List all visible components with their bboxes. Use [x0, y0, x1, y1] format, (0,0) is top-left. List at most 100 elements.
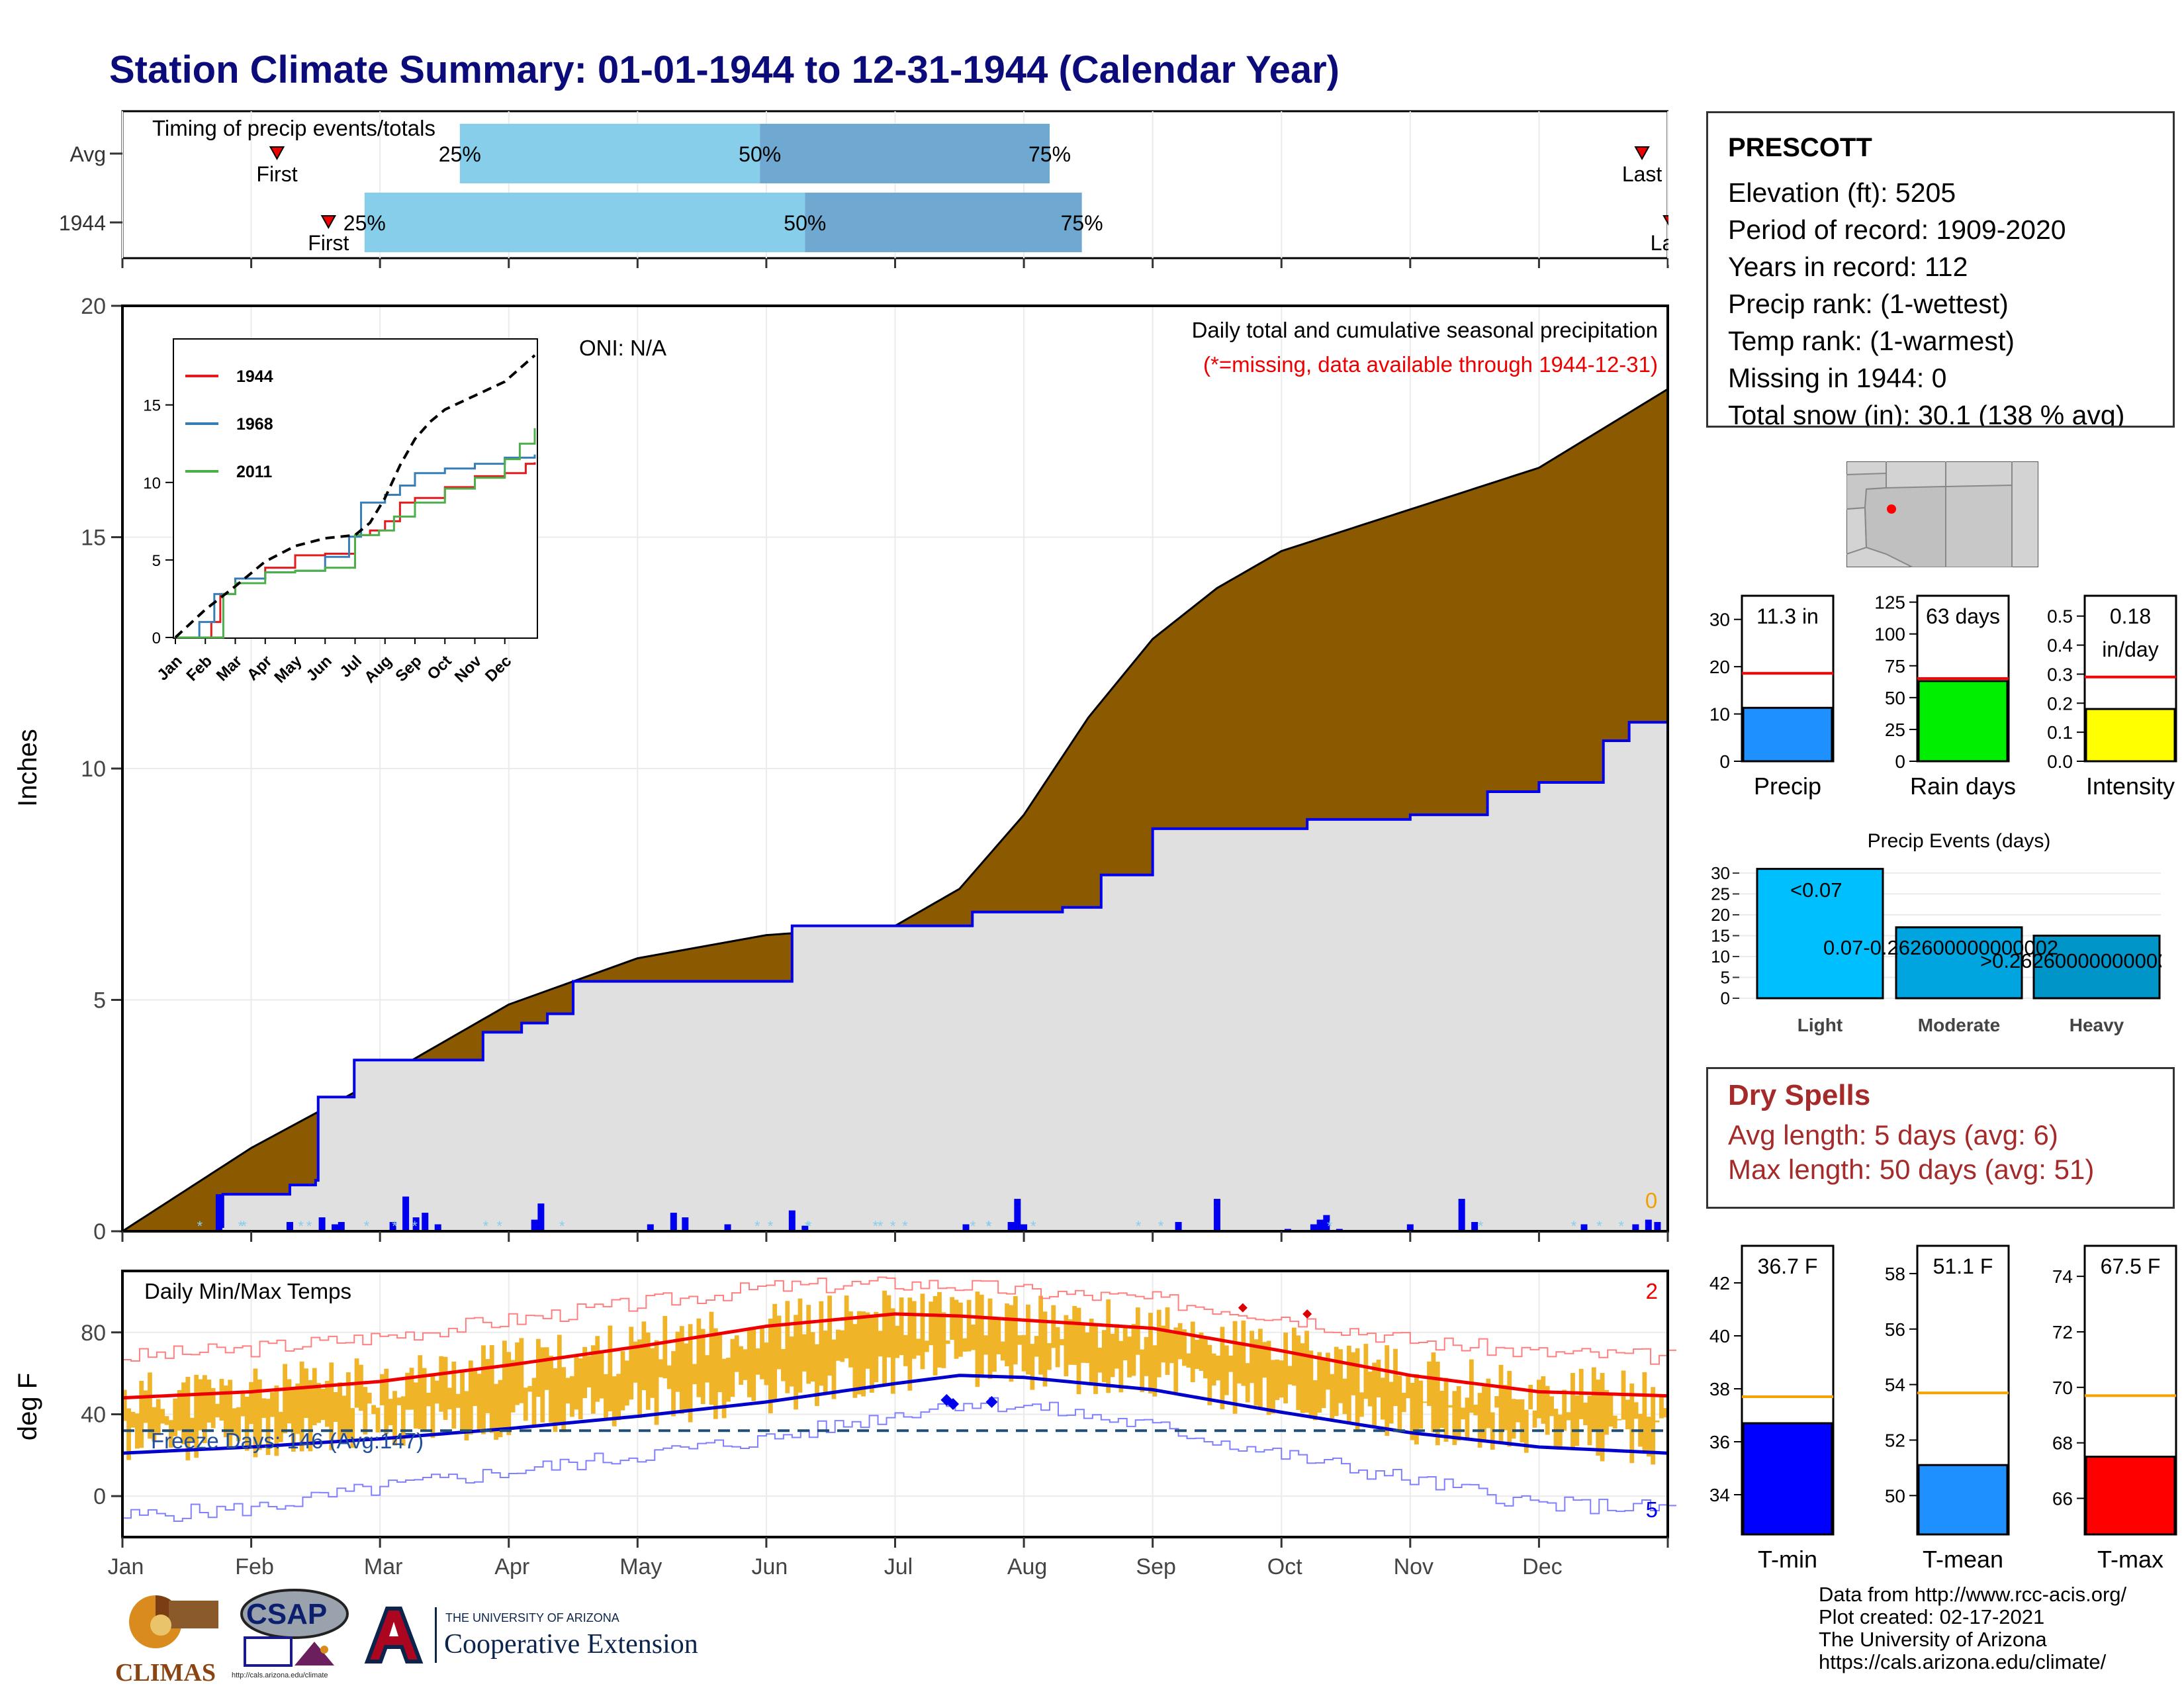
daily-temp-bar [1591, 1367, 1596, 1430]
daily-temp-bar [954, 1299, 959, 1359]
csap-logo: CSAP http://cals.arizona.edu/climate [232, 1589, 351, 1688]
daily-temp-bar [396, 1397, 402, 1405]
daily-temp-bar [253, 1368, 258, 1458]
events-clip [2161, 821, 2184, 1006]
daily-temp-bar [734, 1335, 739, 1372]
daily-temp-bar [1021, 1335, 1026, 1372]
daily-temp-bar [181, 1382, 186, 1444]
inset-series-line [174, 354, 536, 639]
daily-temp-bar [1245, 1363, 1250, 1403]
daily-temp-bar [604, 1374, 608, 1420]
month-label: Sep [1136, 1554, 1176, 1579]
events-category-label: Light [1797, 1015, 1843, 1035]
daily-temp-bar [1291, 1327, 1297, 1386]
timing-row-label: Avg [69, 142, 106, 166]
temp-summary-label: T-min [1758, 1546, 1817, 1573]
daily-temp-bar [624, 1360, 629, 1406]
daily-temp-bar [203, 1375, 207, 1444]
events-bar-label: >0.262600000000002 [1980, 949, 2181, 972]
daily-precip-bar [962, 1224, 970, 1231]
daily-temp-bar [1296, 1335, 1301, 1410]
daily-temp-bar [1511, 1399, 1516, 1439]
daily-temp-bar [659, 1359, 663, 1378]
inset-legend-label: 1944 [236, 367, 273, 386]
daily-temp-bar [1359, 1392, 1364, 1417]
snow-marker: * [197, 1218, 203, 1235]
daily-temp-bar [1435, 1362, 1440, 1446]
daily-temp-bar [1410, 1382, 1415, 1440]
precip-summary-bar [2085, 708, 2176, 763]
daily-temp-bar [485, 1359, 490, 1413]
timing-bar-q1 [459, 124, 760, 183]
daily-temp-bar [570, 1376, 574, 1417]
precip-summary-bar [1917, 680, 2009, 763]
daily-temp-bar [1482, 1386, 1486, 1440]
precip-ytick-label: 20 [81, 294, 106, 319]
daily-temp-bar [443, 1356, 448, 1421]
daily-temp-bar [333, 1392, 338, 1423]
daily-temp-bar [899, 1297, 904, 1356]
snow-marker: * [392, 1218, 398, 1235]
snow-marker: * [496, 1218, 502, 1235]
daily-precip-bar [1021, 1224, 1028, 1231]
daily-temp-bar [1553, 1409, 1559, 1450]
snow-marker: * [1478, 1218, 1484, 1235]
daily-temp-bar [228, 1380, 233, 1447]
daily-temp-bar [1097, 1347, 1103, 1373]
daily-temp-bar [827, 1295, 833, 1376]
daily-temp-bar [1443, 1378, 1449, 1442]
precip-summary-ytick-label: 20 [1709, 657, 1730, 677]
daily-temp-bar [654, 1340, 659, 1425]
daily-temp-bar [481, 1345, 486, 1434]
daily-temp-bar [304, 1368, 308, 1419]
precip-zero-count: 0 [1645, 1188, 1657, 1213]
daily-temp-bar [1465, 1397, 1470, 1441]
precip-summary-ytick-label: 125 [1874, 592, 1905, 613]
daily-temp-bar [878, 1331, 883, 1357]
daily-temp-bar [751, 1329, 756, 1401]
daily-temp-bar [270, 1392, 275, 1417]
daily-temp-bar [987, 1298, 993, 1380]
daily-precip-bar [434, 1224, 441, 1231]
daily-temp-bar [1367, 1372, 1373, 1407]
daily-temp-bar [1330, 1374, 1335, 1419]
daily-temp-bar [1541, 1376, 1546, 1424]
daily-temp-bar [852, 1324, 858, 1398]
csap-url: http://cals.arizona.edu/climate [232, 1671, 328, 1679]
daily-temp-bar [1005, 1303, 1009, 1366]
daily-temp-bar [633, 1341, 638, 1383]
daily-temp-bar [768, 1318, 773, 1414]
daily-temp-bar [1477, 1393, 1482, 1448]
daily-temp-bar [1152, 1345, 1158, 1397]
daily-temp-bar [1228, 1355, 1234, 1372]
daily-temp-bar [1537, 1380, 1541, 1419]
daily-temp-bar [1000, 1341, 1005, 1361]
daily-temp-bar [1101, 1330, 1107, 1382]
daily-temp-bar [477, 1374, 482, 1431]
dry-spells-avg: Avg length: 5 days (avg: 6) [1728, 1119, 2058, 1150]
daily-temp-bar [1461, 1407, 1465, 1420]
precip-ytick-label: 5 [93, 988, 106, 1013]
precip-ylabel: Inches [13, 729, 42, 807]
daily-temp-bar [590, 1345, 596, 1414]
daily-temp-bar [1089, 1319, 1094, 1385]
daily-temp-bar [139, 1381, 144, 1448]
inset-series-line [175, 428, 536, 639]
events-bar [2032, 934, 2161, 1000]
precip-summary-ytick-label: 0.5 [2047, 606, 2073, 627]
daily-temp-bar [1494, 1396, 1500, 1408]
precip-summary-ytick-label: 0 [1719, 751, 1730, 772]
daily-temp-bar [134, 1413, 140, 1449]
station-precip-rank: Precip rank: (1-wettest) [1728, 289, 2009, 319]
daily-temp-bar [1279, 1360, 1284, 1398]
daily-temp-bar [177, 1390, 182, 1431]
daily-temp-bar [815, 1344, 819, 1407]
snow-marker: * [902, 1218, 908, 1235]
daily-temp-bar [447, 1387, 452, 1410]
daily-temp-bar [143, 1390, 148, 1423]
daily-temp-bar [540, 1347, 545, 1423]
daily-precip-bar [1316, 1219, 1324, 1231]
daily-temp-bar [536, 1338, 541, 1397]
precip-summary-ytick-label: 0.1 [2047, 722, 2073, 743]
location-map [1846, 461, 2038, 567]
